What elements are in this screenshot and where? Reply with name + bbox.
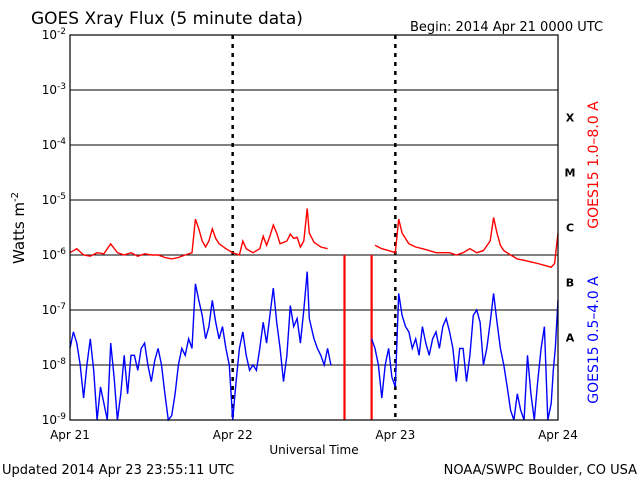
flare-class-label-m: M <box>565 167 576 180</box>
plot-frame <box>69 34 559 421</box>
y-tick-label-3: 10-6 <box>42 247 67 262</box>
begin-time: Begin: 2014 Apr 21 0000 UTC <box>410 20 603 35</box>
short-channel-line-b <box>370 293 559 421</box>
x-axis-label: Universal Time <box>269 443 358 457</box>
flare-class-labels: X M C B A <box>565 112 576 345</box>
x-tick-label-3: Apr 24 <box>538 428 578 442</box>
legend-long-channel: GOES15 1.0–8.0 A <box>586 101 602 229</box>
y-tick-label-4: 10-5 <box>42 192 66 207</box>
day-boundary-lines <box>231 35 397 420</box>
y-axis-tick-labels: 10-9 10-8 10-7 10-6 10-5 10-4 10-3 10-2 <box>42 27 67 427</box>
flare-class-label-a: A <box>566 332 575 345</box>
x-tick-label-0: Apr 21 <box>50 428 90 442</box>
y-tick-label-7: 10-2 <box>42 27 66 42</box>
y-tick-label-5: 10-4 <box>42 137 67 152</box>
series-layer <box>69 208 559 422</box>
long-channel-line-a <box>69 208 328 260</box>
y-tick-label-0: 10-9 <box>42 412 67 427</box>
x-tick-label-2: Apr 23 <box>375 428 415 442</box>
updated-timestamp: Updated 2014 Apr 23 23:55:11 UTC <box>2 463 234 478</box>
y-tick-label-1: 10-8 <box>42 357 67 372</box>
y-tick-label-6: 10-3 <box>42 82 66 97</box>
short-channel-line-a <box>69 271 332 422</box>
x-tick-label-1: Apr 22 <box>213 428 253 442</box>
y-axis-label-exponent: -2 <box>10 192 21 202</box>
data-source: NOAA/SWPC Boulder, CO USA <box>444 463 637 478</box>
y-axis-label: Watts m-2 <box>10 192 28 264</box>
decade-grid-lines <box>70 34 558 421</box>
flare-class-label-x: X <box>566 112 575 125</box>
long-channel-line-b <box>374 217 559 268</box>
legend-short-channel: GOES15 0.5–4.0 A <box>586 276 602 404</box>
flare-class-label-b: B <box>566 277 574 290</box>
y-axis-label-text: Watts m <box>10 202 28 264</box>
flare-class-label-c: C <box>566 222 574 235</box>
y-tick-label-2: 10-7 <box>42 302 66 317</box>
chart-title: GOES Xray Flux (5 minute data) <box>31 9 303 29</box>
x-axis-tick-labels: Apr 21 Apr 22 Apr 23 Apr 24 <box>50 428 578 442</box>
